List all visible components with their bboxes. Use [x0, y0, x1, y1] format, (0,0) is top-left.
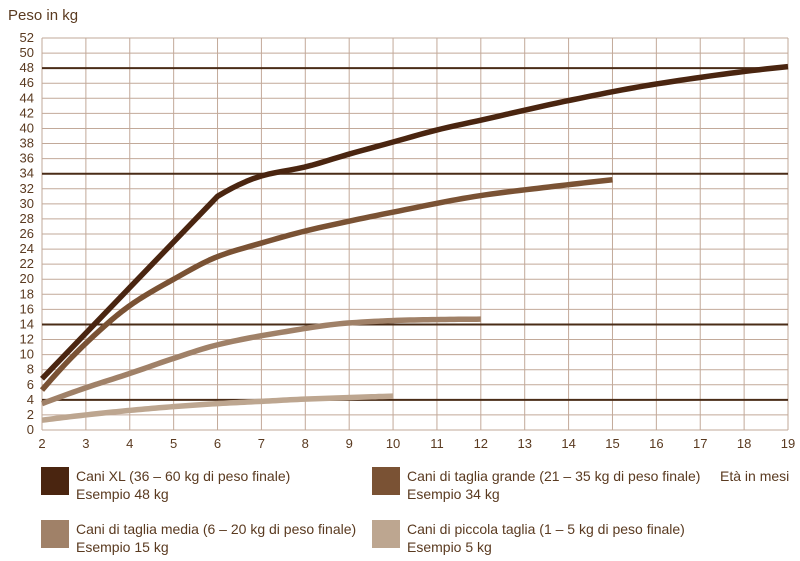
svg-text:32: 32 — [20, 181, 34, 196]
svg-text:40: 40 — [20, 120, 34, 135]
svg-text:4: 4 — [126, 436, 133, 451]
svg-text:6: 6 — [214, 436, 221, 451]
svg-text:14: 14 — [20, 316, 34, 331]
svg-text:50: 50 — [20, 45, 34, 60]
svg-text:5: 5 — [170, 436, 177, 451]
svg-text:12: 12 — [474, 436, 488, 451]
svg-text:22: 22 — [20, 256, 34, 271]
svg-text:2: 2 — [27, 407, 34, 422]
svg-text:Esempio 5 kg: Esempio 5 kg — [407, 539, 492, 555]
svg-text:Esempio 15 kg: Esempio 15 kg — [76, 539, 169, 555]
svg-text:10: 10 — [386, 436, 400, 451]
svg-text:52: 52 — [20, 30, 34, 45]
svg-text:38: 38 — [20, 136, 34, 151]
svg-text:19: 19 — [781, 436, 795, 451]
svg-text:18: 18 — [20, 286, 34, 301]
svg-text:8: 8 — [27, 362, 34, 377]
svg-text:18: 18 — [737, 436, 751, 451]
svg-text:3: 3 — [82, 436, 89, 451]
svg-text:Cani di taglia media (6 – 20 k: Cani di taglia media (6 – 20 kg di peso … — [76, 521, 356, 537]
svg-text:34: 34 — [20, 166, 34, 181]
svg-text:Cani XL (36 – 60 kg di peso fi: Cani XL (36 – 60 kg di peso finale) — [76, 468, 290, 484]
svg-text:44: 44 — [20, 90, 34, 105]
svg-text:Peso in kg: Peso in kg — [8, 7, 78, 24]
svg-text:0: 0 — [27, 422, 34, 437]
svg-text:Esempio 48 kg: Esempio 48 kg — [76, 486, 169, 502]
svg-text:11: 11 — [430, 436, 444, 451]
svg-text:42: 42 — [20, 105, 34, 120]
svg-text:8: 8 — [302, 436, 309, 451]
svg-text:48: 48 — [20, 60, 34, 75]
svg-text:28: 28 — [20, 211, 34, 226]
svg-text:9: 9 — [346, 436, 353, 451]
svg-text:14: 14 — [561, 436, 575, 451]
svg-text:26: 26 — [20, 226, 34, 241]
svg-text:24: 24 — [20, 241, 34, 256]
svg-text:4: 4 — [27, 392, 34, 407]
svg-text:10: 10 — [20, 347, 34, 362]
svg-text:16: 16 — [649, 436, 663, 451]
svg-text:36: 36 — [20, 151, 34, 166]
svg-text:17: 17 — [693, 436, 707, 451]
svg-text:2: 2 — [38, 436, 45, 451]
svg-text:Esempio 34 kg: Esempio 34 kg — [407, 486, 500, 502]
svg-text:46: 46 — [20, 75, 34, 90]
svg-text:15: 15 — [605, 436, 619, 451]
svg-text:20: 20 — [20, 271, 34, 286]
svg-text:6: 6 — [27, 377, 34, 392]
svg-text:Età in mesi: Età in mesi — [720, 468, 789, 484]
svg-text:12: 12 — [20, 332, 34, 347]
svg-text:Cani di taglia grande (21 – 35: Cani di taglia grande (21 – 35 kg di pes… — [407, 468, 700, 484]
svg-text:30: 30 — [20, 196, 34, 211]
svg-text:Cani di piccola taglia (1 – 5: Cani di piccola taglia (1 – 5 kg di peso… — [407, 521, 685, 537]
svg-text:7: 7 — [258, 436, 265, 451]
svg-text:16: 16 — [20, 301, 34, 316]
svg-text:13: 13 — [517, 436, 531, 451]
